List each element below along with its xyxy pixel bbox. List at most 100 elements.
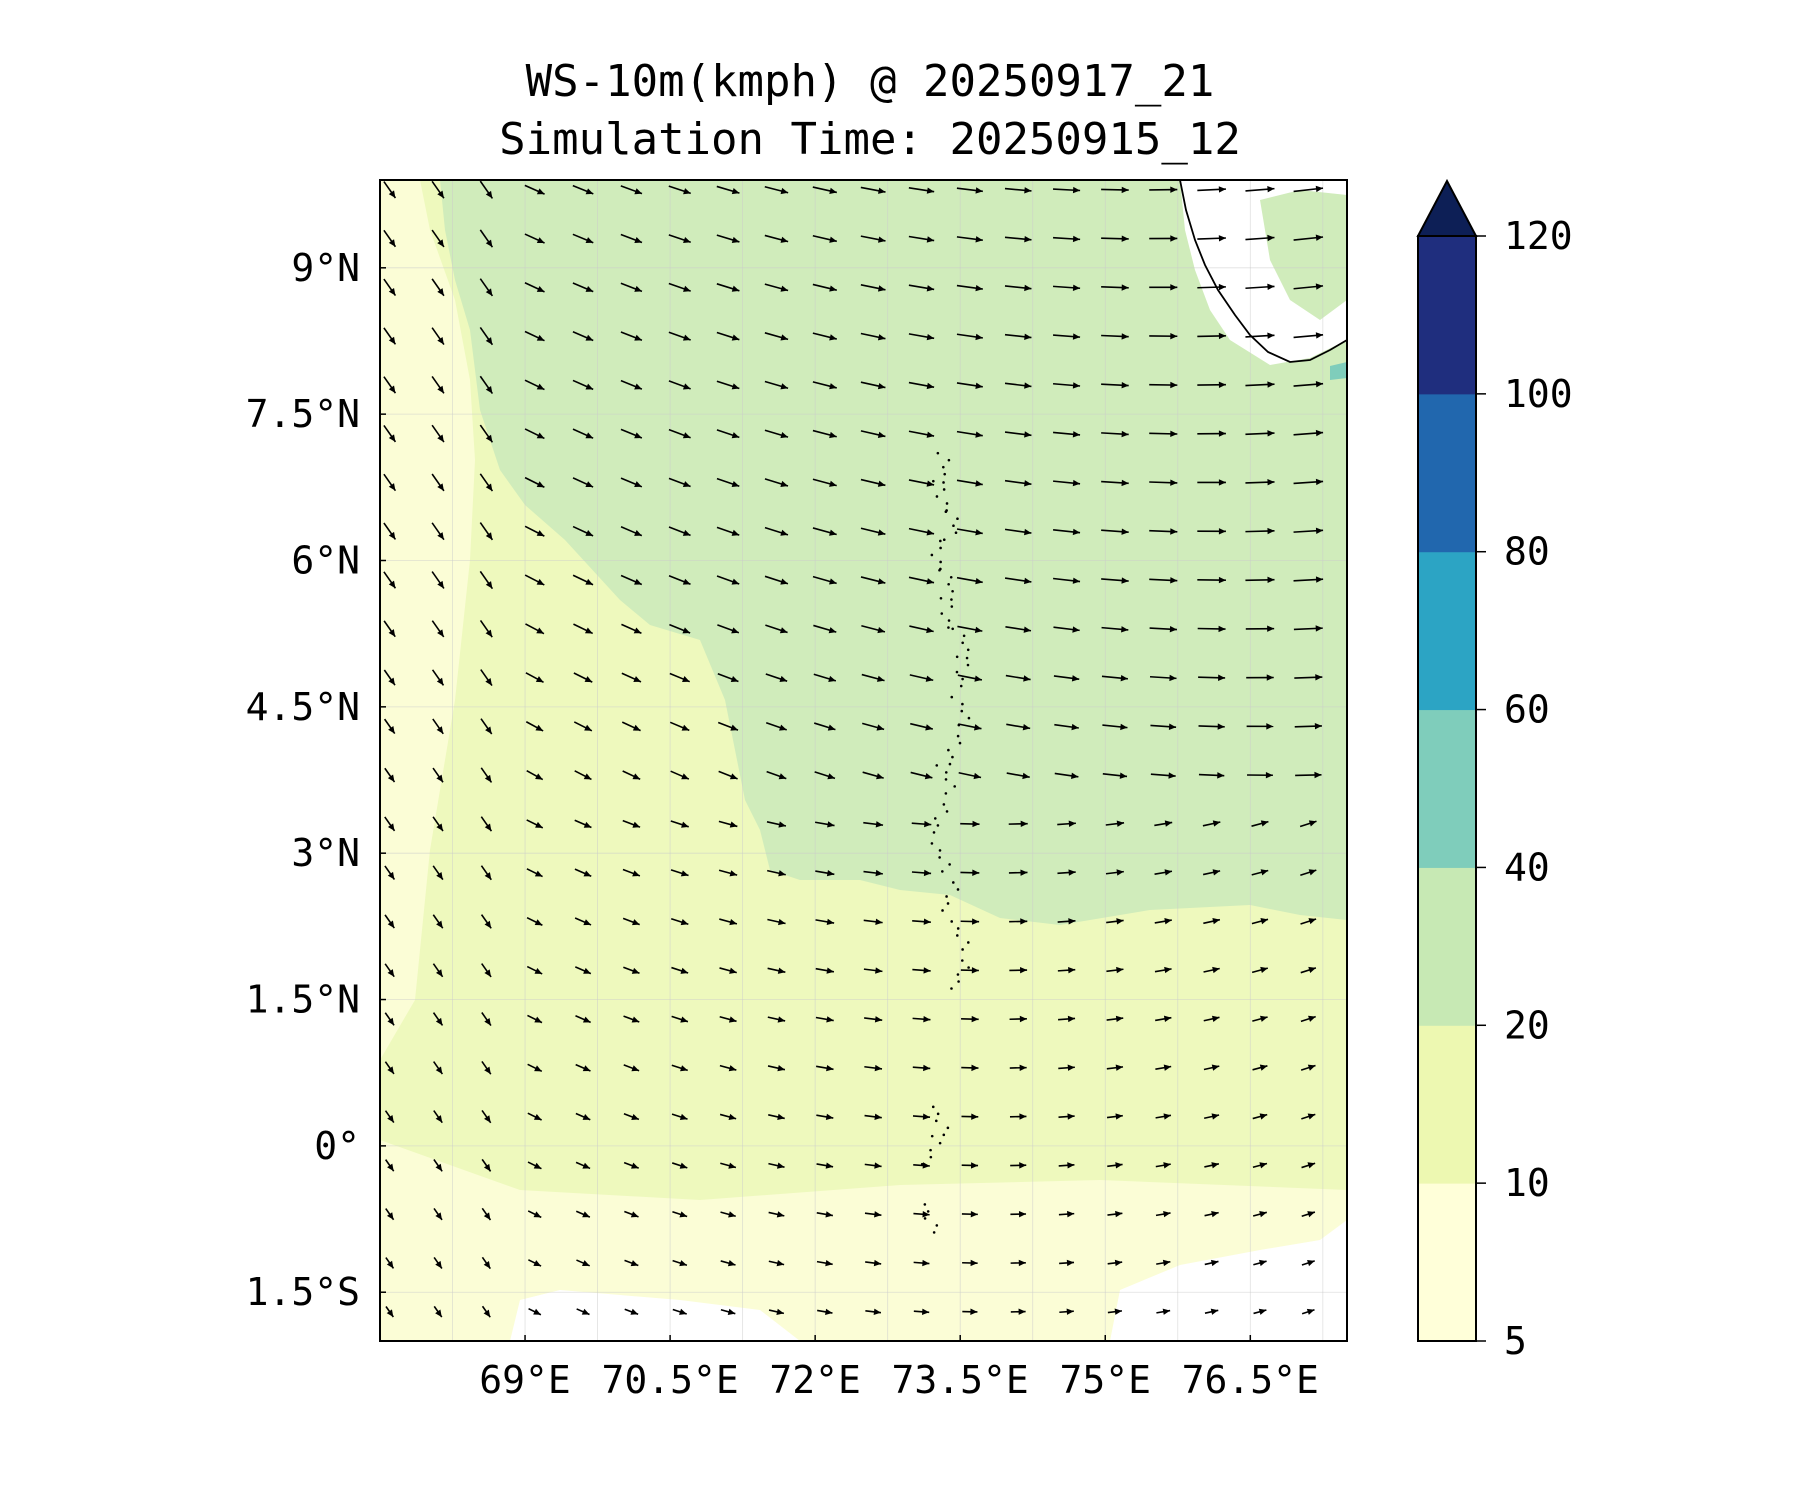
colorbar: 5 10 20 40 60 80 100 120 (1416, 178, 1573, 1363)
wind-vector (908, 284, 935, 292)
wind-vector (623, 1064, 640, 1072)
lat-tick-label: 4.5°N (246, 685, 360, 729)
wind-vector (1300, 1064, 1316, 1071)
wind-vector (525, 623, 545, 635)
wind-vector (1293, 234, 1324, 241)
wind-vector (526, 868, 543, 878)
lon-tick-label: 75°E (1059, 1358, 1151, 1402)
wind-vector (1009, 967, 1028, 974)
wind-vector (574, 868, 592, 877)
wind-vector (525, 672, 544, 684)
island-dot (959, 684, 963, 688)
wind-vector (1008, 869, 1028, 876)
wind-vector (812, 381, 837, 390)
wind-vector (572, 428, 594, 439)
wind-vector (1198, 772, 1225, 779)
wind-vector (481, 963, 492, 978)
wind-vector (383, 718, 396, 735)
island-dot (941, 909, 944, 912)
wind-vector (768, 1260, 785, 1267)
island-dot (938, 849, 942, 852)
wind-vector (574, 819, 592, 829)
calm-patch-south-west (510, 1290, 800, 1341)
wind-vector (1154, 820, 1173, 827)
wind-vector (812, 186, 837, 195)
wind-vector (1101, 333, 1129, 340)
wind-vector (1101, 430, 1129, 438)
wind-vector (572, 574, 594, 586)
wind-vector (720, 1211, 736, 1218)
island-dot (951, 627, 954, 631)
wind-vector (384, 963, 395, 978)
wind-vector (913, 1162, 930, 1169)
wind-vector (671, 1162, 688, 1169)
wind-vector (1009, 1113, 1027, 1120)
wind-vector (864, 1113, 882, 1120)
wind-vector (668, 234, 691, 244)
island-dot (938, 1141, 942, 1145)
island-dot (938, 568, 941, 572)
wind-vector (863, 869, 883, 877)
wind-vector (1197, 528, 1226, 535)
island-dot (967, 716, 971, 720)
colorbar-tick-label: 100 (1504, 372, 1573, 416)
wind-vector (1059, 1308, 1074, 1315)
wind-vector (961, 1210, 978, 1218)
wind-vector (668, 380, 691, 390)
wind-vector (1149, 284, 1178, 291)
wind-vector (1202, 820, 1221, 827)
wind-vector (526, 769, 544, 781)
wind-vector (1245, 527, 1275, 535)
wind-vector (1053, 675, 1080, 682)
wind-vector (766, 821, 787, 828)
island-dot (951, 755, 954, 759)
wind-vector (574, 770, 592, 781)
wind-vector (956, 430, 983, 438)
colorbar-segment (1418, 1025, 1476, 1184)
wind-vector (669, 672, 691, 683)
wind-vector (719, 918, 738, 926)
wind-vector (956, 236, 983, 243)
wind-vector (1054, 723, 1079, 731)
wind-vector (524, 476, 545, 488)
wind-vector (813, 624, 837, 634)
wind-vector (911, 869, 932, 877)
wind-vector (431, 473, 445, 492)
map-gridlines (380, 180, 1347, 1341)
island-dot (948, 863, 951, 866)
wind-vector (383, 620, 396, 638)
wind-vector (624, 1210, 639, 1218)
island-dot (941, 870, 944, 873)
wind-vector (909, 674, 934, 682)
wind-vector (1155, 1064, 1172, 1071)
wind-vector (956, 382, 983, 389)
wind-vector (961, 1162, 979, 1169)
wind-vector (526, 965, 543, 975)
wind-vector (1156, 1259, 1171, 1267)
wind-vector (1301, 1308, 1315, 1315)
wind-vector (1197, 625, 1226, 633)
wind-vector (860, 478, 886, 487)
wind-vector (481, 1305, 491, 1318)
wind-vector (431, 522, 445, 541)
island-dot (956, 734, 960, 738)
wind-vector (812, 283, 837, 292)
coastal-wind-patch-40-60 (1330, 362, 1347, 380)
wind-vector (670, 770, 690, 780)
wind-vector (1293, 185, 1324, 193)
wind-vector (767, 967, 786, 974)
wind-vector (433, 1256, 443, 1269)
wind-vector (1053, 479, 1081, 487)
wind-vector (1203, 1113, 1220, 1120)
island-dot (946, 902, 950, 905)
wind-vector (479, 180, 494, 199)
wind-vector (1198, 723, 1225, 730)
wind-vector (1101, 235, 1129, 242)
coastline (1179, 180, 1347, 363)
wind-vector (1301, 1211, 1316, 1218)
wind-vector (1251, 869, 1269, 876)
wind-vector (1006, 723, 1031, 731)
wind-vector (1252, 1211, 1268, 1218)
wind-vector (620, 331, 643, 341)
wind-vector (431, 375, 445, 394)
